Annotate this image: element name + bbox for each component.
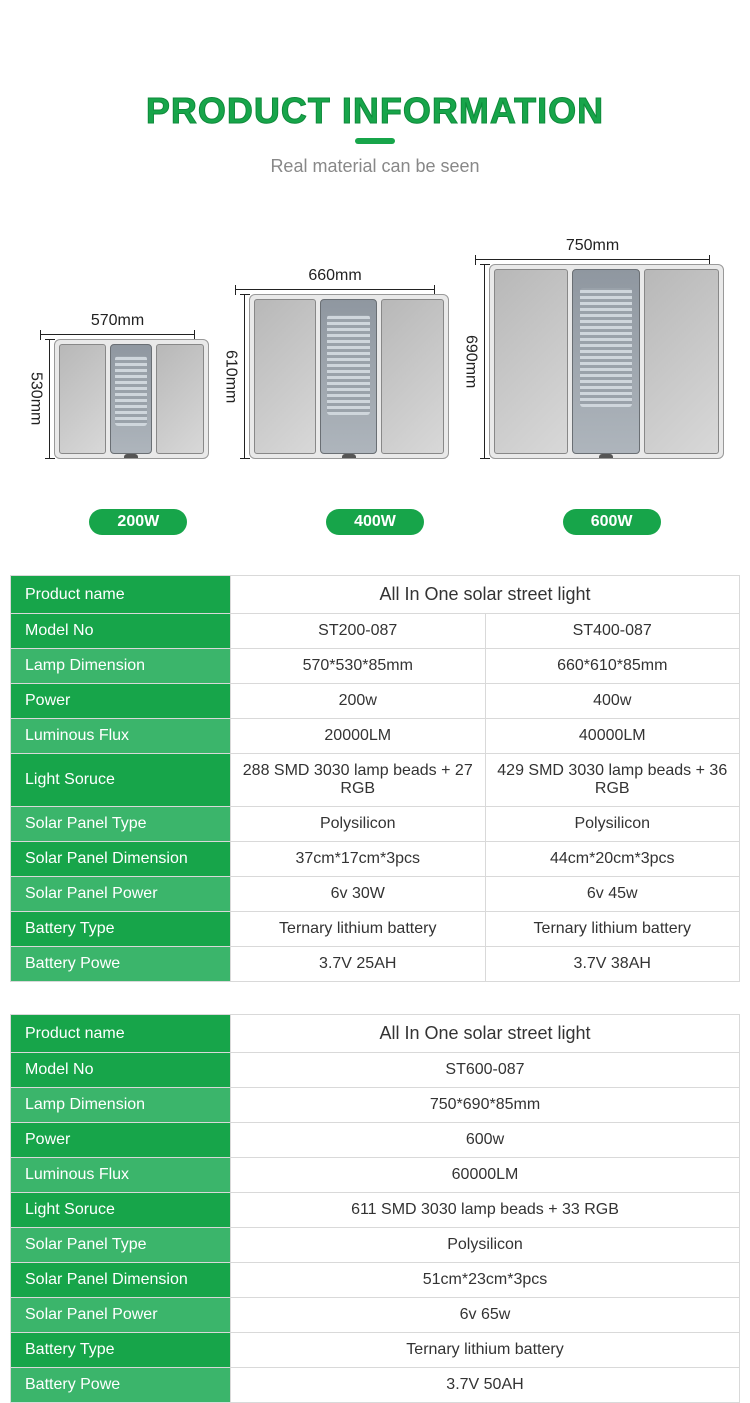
dimension-width-label: 570mm (91, 312, 144, 330)
page-subtitle: Real material can be seen (0, 156, 750, 177)
wattage-badge: 200W (89, 509, 187, 535)
dimension-width-bar (40, 334, 195, 335)
spec-value: 37cm*17cm*3pcs (231, 842, 486, 877)
spec-label: Model No (11, 614, 231, 649)
product-image (489, 264, 724, 459)
spec-value: Ternary lithium battery (231, 912, 486, 947)
dimension-width-bar (235, 289, 435, 290)
spec-label: Solar Panel Type (11, 807, 231, 842)
spec-value: ST400-087 (485, 614, 740, 649)
spec-value: 6v 30W (231, 877, 486, 912)
spec-label: Power (11, 684, 231, 719)
spec-label: Solar Panel Dimension (11, 1263, 231, 1298)
wattage-badge: 400W (326, 509, 424, 535)
spec-label: Lamp Dimension (11, 1088, 231, 1123)
spec-value: 3.7V 50AH (231, 1368, 740, 1403)
wattage-badge: 600W (563, 509, 661, 535)
spec-label: Battery Powe (11, 1368, 231, 1403)
spec-value: 40000LM (485, 719, 740, 754)
spec-label: Light Soruce (11, 1193, 231, 1228)
spec-table-1: Product name All In One solar street lig… (10, 575, 740, 982)
spec-value: 6v 45w (485, 877, 740, 912)
spec-value: 60000LM (231, 1158, 740, 1193)
spec-label: Solar Panel Power (11, 1298, 231, 1333)
spec-label: Battery Powe (11, 947, 231, 982)
dimension-height-bar (244, 294, 245, 459)
dimension-width-label: 660mm (308, 267, 361, 285)
spec-value: 20000LM (231, 719, 486, 754)
spec-value: All In One solar street light (231, 1015, 740, 1053)
spec-value: 611 SMD 3030 lamp beads + 33 RGB (231, 1193, 740, 1228)
spec-value: 44cm*20cm*3pcs (485, 842, 740, 877)
dimension-height-bar (484, 264, 485, 459)
product-diagram: 570mm 530mm (27, 312, 209, 459)
spec-value: 400w (485, 684, 740, 719)
spec-value: Polysilicon (485, 807, 740, 842)
spec-value: 750*690*85mm (231, 1088, 740, 1123)
dimension-height-label: 530mm (27, 372, 45, 425)
spec-value: 200w (231, 684, 486, 719)
dimension-width-bar (475, 259, 710, 260)
spec-value: Ternary lithium battery (485, 912, 740, 947)
spec-value: 429 SMD 3030 lamp beads + 36 RGB (485, 754, 740, 807)
spec-label: Luminous Flux (11, 1158, 231, 1193)
dimension-height-label: 610mm (222, 350, 240, 403)
spec-value: 6v 65w (231, 1298, 740, 1333)
spec-label: Light Soruce (11, 754, 231, 807)
spec-value: Ternary lithium battery (231, 1333, 740, 1368)
page-title: PRODUCT INFORMATION (146, 90, 604, 132)
product-image (54, 339, 209, 459)
dimension-height-bar (49, 339, 50, 459)
spec-label: Solar Panel Power (11, 877, 231, 912)
spec-label: Model No (11, 1053, 231, 1088)
product-image (249, 294, 449, 459)
spec-value: ST600-087 (231, 1053, 740, 1088)
product-diagram: 750mm 690mm (462, 237, 724, 459)
spec-value: 660*610*85mm (485, 649, 740, 684)
product-diagram-row: 570mm 530mm 660mm 610mm 750mm (0, 187, 750, 469)
spec-value: Polysilicon (231, 807, 486, 842)
spec-value: ST200-087 (231, 614, 486, 649)
title-underline (355, 138, 395, 144)
spec-value: 3.7V 25AH (231, 947, 486, 982)
spec-value: 3.7V 38AH (485, 947, 740, 982)
spec-value: 600w (231, 1123, 740, 1158)
dimension-height-label: 690mm (462, 335, 480, 388)
spec-label: Lamp Dimension (11, 649, 231, 684)
spec-value: 51cm*23cm*3pcs (231, 1263, 740, 1298)
spec-value: All In One solar street light (231, 576, 740, 614)
spec-label: Product name (11, 576, 231, 614)
dimension-width-label: 750mm (566, 237, 619, 255)
spec-label: Battery Type (11, 1333, 231, 1368)
wattage-badge-row: 200W 400W 600W (0, 469, 750, 565)
spec-label: Product name (11, 1015, 231, 1053)
spec-label: Power (11, 1123, 231, 1158)
spec-value: 288 SMD 3030 lamp beads + 27 RGB (231, 754, 486, 807)
spec-label: Battery Type (11, 912, 231, 947)
spec-label: Luminous Flux (11, 719, 231, 754)
spec-value: Polysilicon (231, 1228, 740, 1263)
product-diagram: 660mm 610mm (222, 267, 449, 459)
spec-table-2: Product name All In One solar street lig… (10, 1014, 740, 1403)
spec-label: Solar Panel Dimension (11, 842, 231, 877)
header: PRODUCT INFORMATION Real material can be… (0, 0, 750, 187)
spec-label: Solar Panel Type (11, 1228, 231, 1263)
spec-value: 570*530*85mm (231, 649, 486, 684)
